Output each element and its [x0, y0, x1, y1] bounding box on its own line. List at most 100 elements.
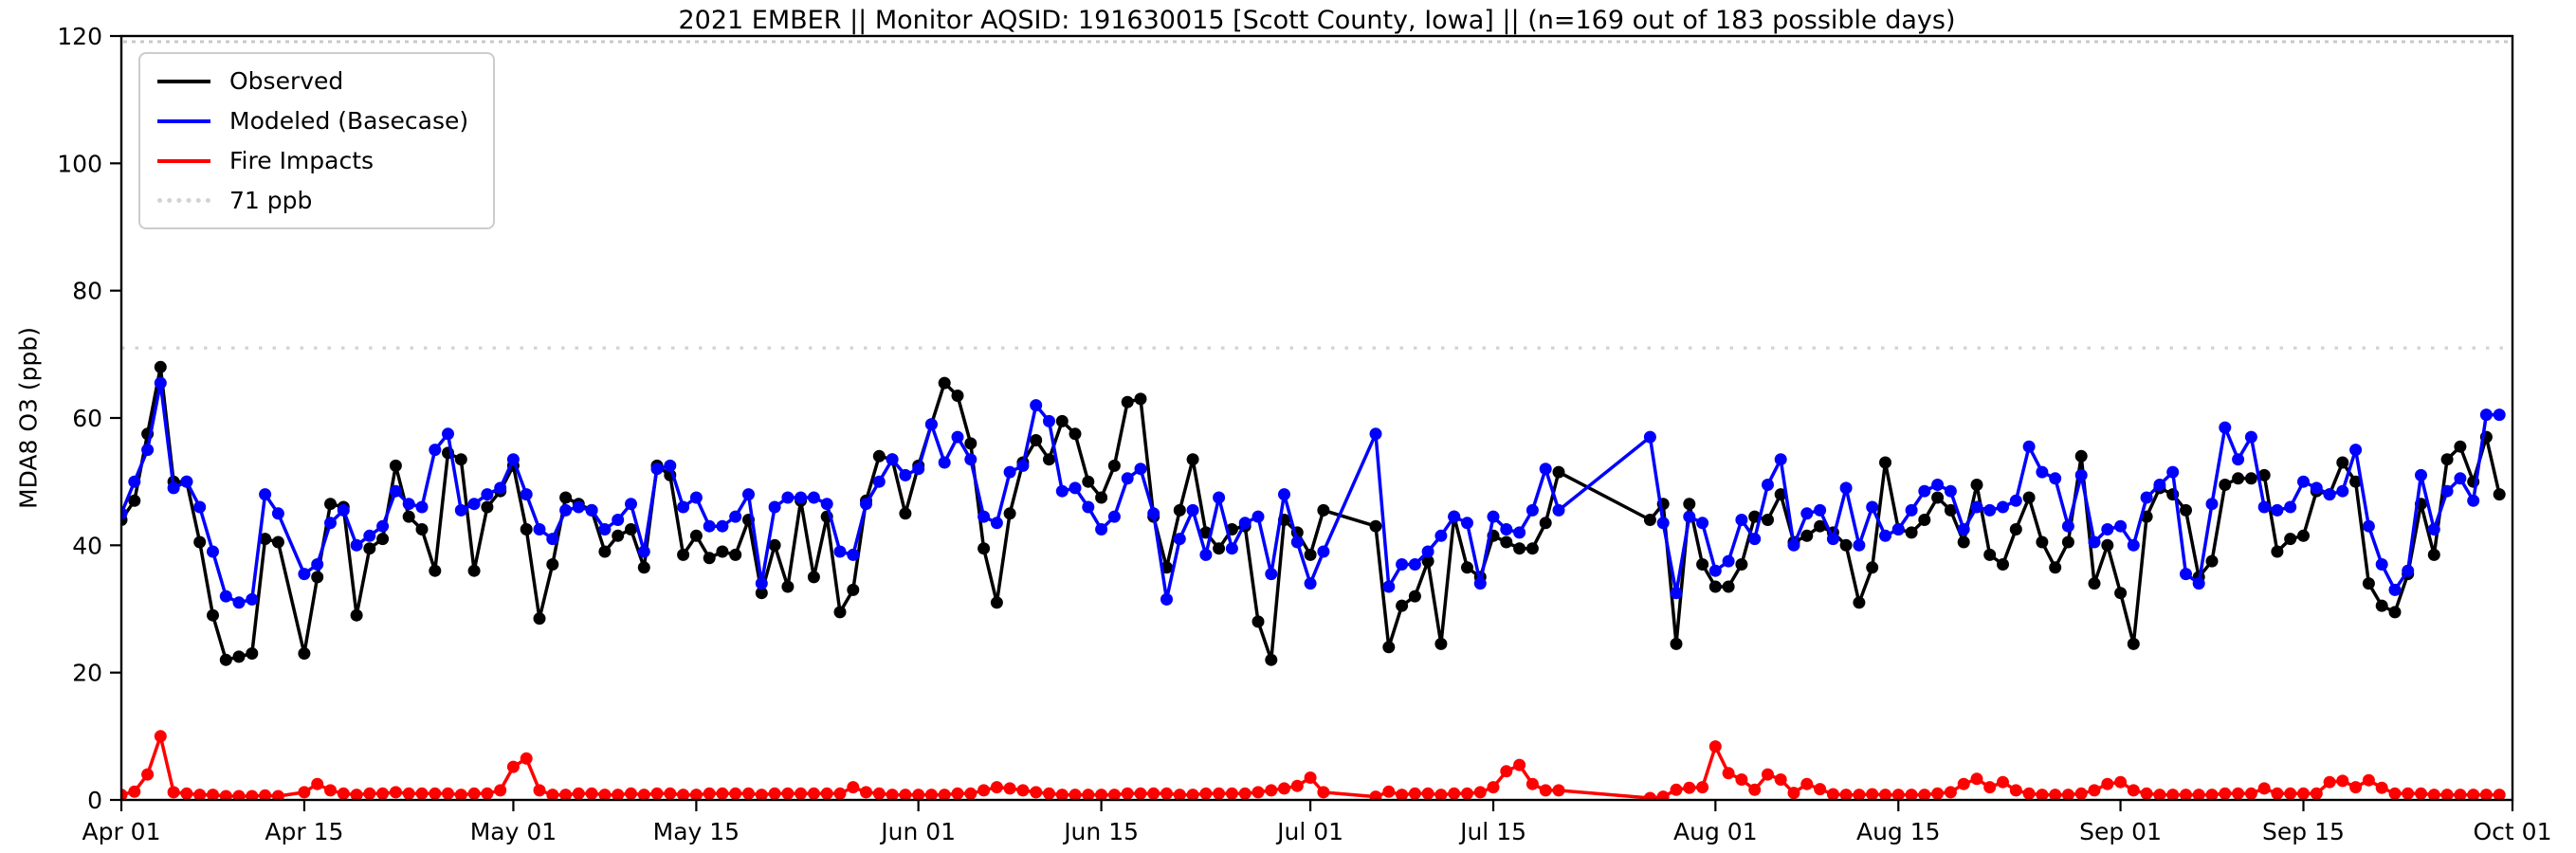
data-point: [1905, 503, 1918, 517]
data-point: [2244, 472, 2257, 485]
data-point: [559, 789, 573, 800]
data-point: [1774, 488, 1787, 501]
data-point: [2244, 430, 2257, 444]
data-point: [2192, 577, 2205, 590]
data-point: [429, 787, 442, 800]
x-tick-label: May 15: [653, 818, 740, 845]
y-tick-label: 120: [57, 23, 102, 50]
data-point: [2036, 535, 2049, 549]
data-point: [1696, 558, 1709, 571]
legend-item-observed: Observed: [157, 65, 468, 97]
data-point: [1696, 781, 1709, 794]
data-point: [271, 507, 284, 520]
data-point: [1082, 475, 1095, 488]
data-point: [1434, 637, 1448, 650]
data-point: [1957, 535, 1970, 549]
data-point: [1121, 395, 1134, 408]
data-point: [1513, 526, 1526, 539]
data-point: [677, 789, 690, 800]
data-point: [1983, 781, 1997, 794]
data-point: [977, 542, 991, 555]
data-point: [1552, 503, 1565, 517]
data-point: [1095, 491, 1108, 504]
data-point: [755, 587, 768, 600]
data-point: [2349, 444, 2363, 457]
data-point: [2049, 472, 2062, 485]
data-point: [1186, 453, 1199, 466]
data-point: [1461, 517, 1473, 530]
data-point: [1421, 554, 1434, 568]
data-point: [2166, 465, 2180, 479]
data-point: [1030, 434, 1043, 446]
data-point: [121, 507, 128, 520]
data-point: [1931, 787, 1945, 800]
x-tick-label: Jun 15: [1062, 818, 1139, 845]
data-point: [1670, 783, 1683, 796]
data-point: [1043, 414, 1055, 427]
data-point: [1722, 580, 1735, 593]
data-point: [128, 494, 141, 507]
data-point: [1069, 427, 1082, 441]
data-point: [781, 787, 795, 800]
data-point: [1500, 765, 1513, 778]
data-point: [1251, 786, 1265, 799]
legend-label-modeled: Modeled (Basecase): [229, 107, 469, 135]
data-point: [1408, 558, 1421, 571]
data-point: [1043, 453, 1055, 466]
data-point: [506, 453, 520, 466]
data-point: [1800, 529, 1814, 542]
data-point: [442, 787, 454, 800]
data-point: [703, 787, 716, 800]
data-point: [1526, 503, 1539, 517]
data-point: [167, 786, 180, 799]
data-point: [2205, 554, 2219, 568]
data-point: [2362, 577, 2375, 590]
data-point: [872, 475, 886, 488]
data-point: [625, 523, 637, 535]
data-point: [872, 449, 886, 463]
data-point: [637, 561, 650, 574]
data-point: [1448, 787, 1461, 800]
data-point: [977, 510, 991, 523]
data-point: [2362, 519, 2375, 533]
data-point: [2402, 787, 2415, 800]
data-point: [860, 786, 872, 799]
data-point: [1396, 558, 1409, 571]
data-point: [2257, 468, 2271, 481]
data-point: [1055, 789, 1069, 800]
data-point: [1147, 507, 1160, 520]
data-point: [1735, 514, 1748, 526]
data-point: [2257, 500, 2271, 514]
data-point: [807, 491, 820, 504]
data-point: [1656, 790, 1670, 800]
x-tick-label: Apr 15: [265, 818, 343, 845]
data-point: [899, 468, 912, 481]
data-point: [520, 523, 533, 535]
data-point: [585, 503, 598, 517]
data-point: [154, 376, 167, 390]
data-point: [1891, 789, 1905, 800]
data-point: [1513, 542, 1526, 555]
data-point: [742, 488, 755, 501]
data-point: [2061, 789, 2074, 800]
data-point: [1290, 535, 1304, 549]
data-point: [1278, 782, 1290, 795]
data-point: [1213, 491, 1226, 504]
data-point: [232, 789, 246, 800]
data-point: [1762, 768, 1774, 781]
legend-label-threshold: 71 ppb: [229, 187, 313, 214]
x-tick-label: Jul 15: [1458, 818, 1526, 845]
data-point: [1186, 503, 1199, 517]
data-point: [1134, 463, 1147, 476]
data-point: [1317, 786, 1330, 799]
data-point: [1879, 456, 1891, 469]
data-point: [2061, 519, 2074, 533]
data-point: [689, 529, 703, 542]
data-point: [429, 444, 442, 457]
data-point: [1552, 465, 1565, 479]
data-point: [1225, 787, 1238, 800]
data-point: [259, 533, 272, 546]
data-point: [1095, 523, 1108, 535]
data-point: [585, 787, 598, 800]
data-point: [1735, 558, 1748, 571]
